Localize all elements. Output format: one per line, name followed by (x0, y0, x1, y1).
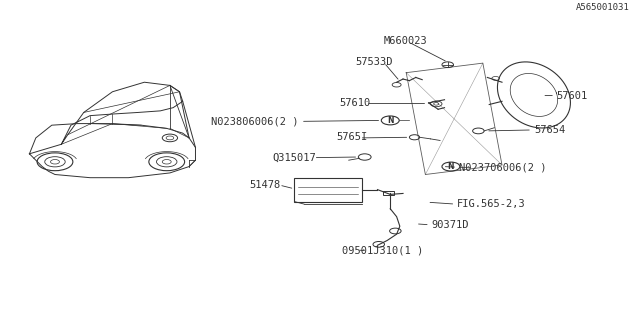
Text: M660023: M660023 (384, 36, 428, 46)
Text: 90371D: 90371D (432, 220, 469, 230)
Bar (383, 191, 394, 195)
Text: 57654: 57654 (534, 125, 565, 135)
Text: A565001031: A565001031 (576, 3, 630, 12)
Text: N: N (447, 162, 454, 171)
Text: 5765I: 5765I (336, 132, 367, 142)
Text: N: N (387, 116, 394, 125)
Text: Q315017: Q315017 (272, 153, 316, 163)
Text: 51478: 51478 (250, 180, 281, 190)
Text: N023706006(2 ): N023706006(2 ) (460, 162, 547, 172)
Text: N023806006(2 ): N023806006(2 ) (211, 116, 299, 126)
Bar (294, 178, 362, 202)
Text: 57610: 57610 (339, 98, 371, 108)
Text: 57533D: 57533D (355, 57, 392, 67)
Text: FIG.565-2,3: FIG.565-2,3 (458, 199, 526, 209)
Text: 09501J310(1 ): 09501J310(1 ) (342, 246, 424, 256)
Text: 57601: 57601 (556, 91, 588, 100)
